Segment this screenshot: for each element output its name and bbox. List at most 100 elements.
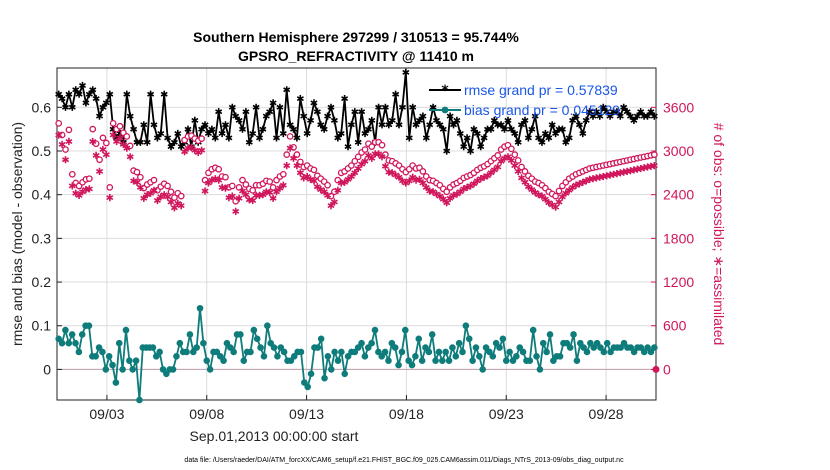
assimilated-point bbox=[293, 162, 301, 170]
bias-point bbox=[587, 339, 594, 347]
x-tick-label: 09/23 bbox=[489, 406, 524, 422]
possible-point bbox=[324, 181, 331, 189]
rmse-point bbox=[136, 138, 144, 146]
bias-point bbox=[334, 357, 342, 364]
rmse-point bbox=[245, 138, 253, 146]
rmse-point bbox=[255, 134, 264, 142]
bias-point bbox=[651, 344, 658, 351]
rmse-point bbox=[388, 116, 396, 124]
possible-point bbox=[62, 146, 69, 153]
assimilated-point bbox=[296, 169, 304, 177]
bias-point bbox=[489, 353, 497, 360]
possible-point bbox=[171, 194, 178, 201]
rmse-point bbox=[68, 103, 76, 111]
bias-point bbox=[136, 396, 143, 404]
assimilated-point bbox=[96, 167, 104, 175]
bias-point bbox=[644, 344, 651, 351]
assimilated-point bbox=[409, 173, 417, 181]
bias-point bbox=[351, 348, 359, 356]
bias-point bbox=[550, 357, 557, 364]
assimilated-point bbox=[102, 151, 110, 159]
bias-point bbox=[607, 348, 614, 356]
bias-point bbox=[240, 357, 248, 364]
bias-point bbox=[452, 353, 460, 360]
rmse-point bbox=[300, 112, 308, 120]
rmse-point bbox=[344, 143, 352, 151]
rmse-point bbox=[150, 121, 158, 129]
assimilated-point bbox=[249, 196, 257, 205]
bias-point bbox=[415, 335, 423, 343]
assimilated-point bbox=[266, 188, 274, 197]
bias-point bbox=[536, 366, 544, 373]
assimilated-point bbox=[436, 192, 444, 200]
assimilated-point bbox=[92, 151, 100, 159]
rmse-point bbox=[143, 138, 151, 146]
assimilated-point bbox=[150, 186, 158, 194]
assimilated-point bbox=[395, 173, 403, 181]
chart-title: Southern Hemisphere 297299 / 310513 = 95… bbox=[193, 29, 519, 45]
assimilated-point bbox=[310, 177, 318, 185]
possible-point bbox=[283, 151, 291, 158]
bias-point bbox=[327, 366, 335, 373]
bias-point bbox=[378, 353, 386, 360]
rmse-point bbox=[218, 129, 226, 138]
rmse-point bbox=[633, 112, 641, 120]
y-tick-label: 0.1 bbox=[32, 318, 52, 334]
rmse-point bbox=[606, 112, 614, 120]
rmse-point bbox=[378, 121, 386, 129]
legend-rmse-marker: * bbox=[441, 83, 449, 99]
bias-point bbox=[479, 366, 486, 373]
assimilated-point bbox=[109, 131, 117, 139]
rmse-point bbox=[164, 134, 172, 142]
rmse-point bbox=[147, 90, 155, 98]
bias-point bbox=[583, 348, 591, 356]
bias-point bbox=[469, 357, 476, 364]
bias-point bbox=[435, 348, 443, 356]
bias-point bbox=[176, 339, 184, 347]
rmse-point bbox=[102, 99, 110, 107]
bias-point bbox=[129, 366, 137, 373]
assimilated-point bbox=[279, 181, 287, 189]
assimilated-point bbox=[538, 192, 546, 200]
assimilated-point bbox=[85, 185, 93, 193]
bias-point bbox=[442, 348, 449, 356]
bias-point bbox=[149, 344, 157, 351]
bias-point bbox=[220, 357, 227, 364]
assimilated-point bbox=[238, 187, 247, 195]
bias-point bbox=[159, 366, 167, 373]
assimilated-point bbox=[378, 153, 386, 161]
assimilated-point bbox=[330, 198, 338, 206]
bias-point bbox=[398, 348, 406, 356]
rmse-point bbox=[130, 125, 138, 133]
assimilated-point bbox=[136, 183, 144, 191]
rmse-point bbox=[78, 81, 87, 90]
assimilated-point bbox=[198, 146, 206, 154]
possible-point bbox=[354, 153, 362, 161]
bias-point bbox=[55, 335, 62, 343]
rmse-point bbox=[228, 103, 236, 111]
bias-point bbox=[439, 357, 446, 364]
assimilated-point bbox=[565, 186, 573, 194]
bias-point bbox=[115, 339, 123, 347]
bias-point bbox=[597, 344, 604, 351]
possible-point bbox=[511, 151, 519, 158]
assimilated-point bbox=[524, 183, 532, 191]
bias-point bbox=[338, 348, 345, 356]
assimilated-point bbox=[276, 184, 284, 192]
possible-point bbox=[249, 186, 257, 194]
rmse-point bbox=[249, 129, 257, 138]
bias-point bbox=[358, 339, 365, 347]
rmse-point bbox=[341, 95, 349, 103]
rmse-point bbox=[170, 138, 178, 146]
bias-point bbox=[459, 348, 466, 356]
x-tick-label: 09/18 bbox=[389, 406, 424, 422]
y-right-tick-label: 2400 bbox=[663, 187, 694, 203]
y-ticks-right: 0 600 1200 1800 2400 3000 3600 bbox=[651, 99, 694, 377]
bias-point bbox=[62, 326, 69, 334]
rmse-point bbox=[528, 125, 536, 133]
rmse-point bbox=[55, 90, 63, 98]
bias-point bbox=[112, 379, 120, 386]
bias-point bbox=[516, 344, 524, 351]
rmse-point bbox=[432, 116, 441, 124]
rmse-point bbox=[286, 121, 294, 129]
